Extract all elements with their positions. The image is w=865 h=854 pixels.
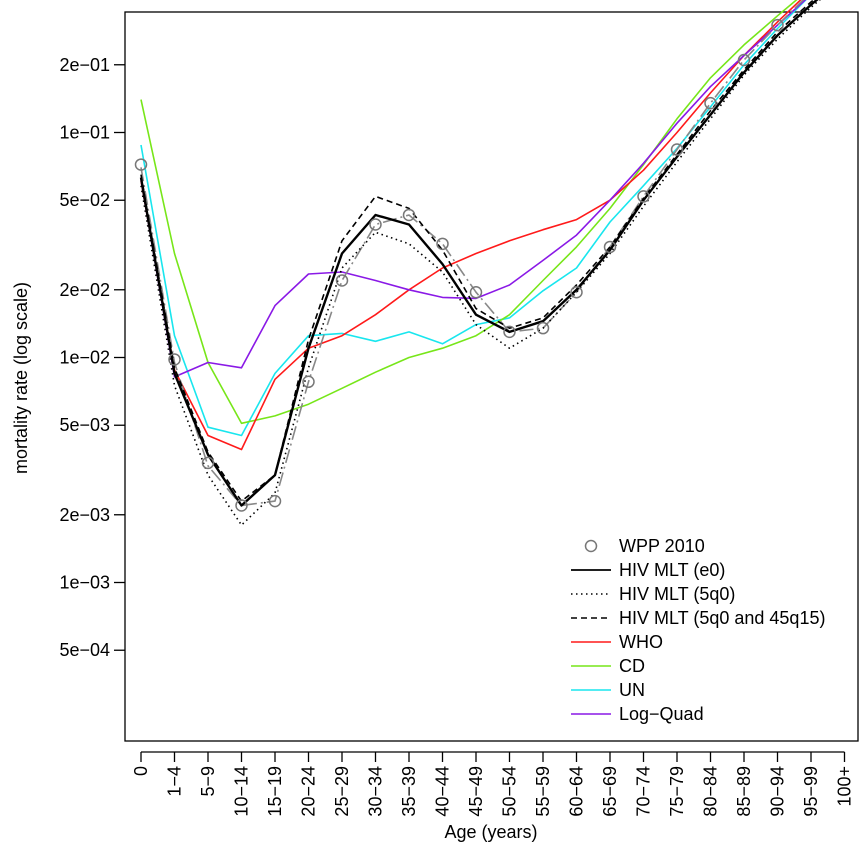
x-tick-label: 60−64 <box>567 766 587 817</box>
series-line-4 <box>140 0 815 502</box>
wpp-2010-point <box>302 375 315 389</box>
y-tick-label: 2e−03 <box>59 505 110 525</box>
wpp-2010-point <box>235 499 248 512</box>
y-tick-label: 5e−03 <box>59 415 110 435</box>
legend-label: CD <box>619 656 645 676</box>
x-tick-label: 50−54 <box>500 766 520 817</box>
x-axis: 0 1−4 5−9 10−14 15−19 20−24 25−29 30−34 35−39 40−… <box>131 751 855 817</box>
x-tick-label: 85−89 <box>734 766 754 817</box>
wpp-2010-point <box>704 96 717 110</box>
y-tick-label: 2e−01 <box>59 55 110 75</box>
wpp-2010-point <box>503 325 516 339</box>
x-tick-label: 100+ <box>835 766 855 807</box>
legend-label: WHO <box>619 632 663 652</box>
x-tick-label: 55−59 <box>533 766 553 817</box>
y-tick-label: 2e−02 <box>59 280 110 300</box>
x-tick-label: 25−29 <box>332 766 352 817</box>
series-line-5 <box>140 0 802 451</box>
wpp-2010-point <box>570 285 583 299</box>
series-line-2 <box>139 0 819 507</box>
legend-label: HIV MLT (5q0) <box>619 584 735 604</box>
x-axis-title: Age (years) <box>444 822 537 842</box>
y-tick-label: 1e−02 <box>59 348 110 368</box>
series-line-1 <box>140 0 805 507</box>
series-line-3 <box>140 0 821 526</box>
y-tick-label: 5e−04 <box>59 640 110 660</box>
x-tick-label: 0 <box>131 766 151 776</box>
x-tick-label: 75−79 <box>667 766 687 817</box>
wpp-2010-point <box>737 53 751 67</box>
wpp-2010-point <box>436 237 449 251</box>
x-tick-label: 40−44 <box>433 766 453 817</box>
wpp-2010-point <box>168 353 181 366</box>
wpp-2010-point <box>637 190 650 203</box>
x-tick-label: 80−84 <box>701 766 721 817</box>
legend-label: HIV MLT (5q0 and 45q15) <box>619 608 825 628</box>
wpp-2010-point <box>536 321 550 335</box>
y-tick-label: 1e−01 <box>59 123 110 143</box>
legend-label: WPP 2010 <box>619 536 705 556</box>
y-tick-label: 1e−03 <box>59 573 110 593</box>
series-layer <box>134 0 821 526</box>
x-tick-label: 1−4 <box>165 766 185 797</box>
wpp-2010-point <box>369 218 382 231</box>
x-tick-label: 15−19 <box>265 766 285 817</box>
x-tick-label: 45−49 <box>466 766 486 817</box>
legend-label: Log−Quad <box>619 704 704 724</box>
wpp-2010-point <box>771 18 784 32</box>
legend-label: UN <box>619 680 645 700</box>
x-tick-label: 20−24 <box>299 766 319 817</box>
legend-label: HIV MLT (e0) <box>619 560 725 580</box>
series-line-8 <box>140 0 807 378</box>
wpp-2010-point <box>469 285 483 299</box>
x-tick-label: 35−39 <box>399 766 419 817</box>
wpp-2010-point <box>335 274 349 287</box>
series-line-7 <box>140 0 807 437</box>
y-axis-title: mortality rate (log scale) <box>11 282 31 474</box>
x-tick-label: 90−94 <box>768 766 788 817</box>
wpp-2010-point <box>603 240 617 254</box>
x-tick-label: 5−9 <box>198 766 218 797</box>
x-tick-label: 30−34 <box>366 766 386 817</box>
y-tick-label: 5e−02 <box>59 190 110 210</box>
wpp-2010-point <box>670 143 684 156</box>
y-axis: 5e−012e−011e−015e−022e−021e−025e−032e−03… <box>59 55 125 660</box>
legend: WPP 2010 HIV MLT (e0) HIV MLT (5q0) HIV MLT… <box>571 536 825 724</box>
wpp-2010-point <box>134 158 148 171</box>
x-tick-label: 10−14 <box>232 766 252 817</box>
legend-symbol-wpp <box>584 539 598 553</box>
wpp-2010-point <box>268 494 282 508</box>
x-tick-label: 65−69 <box>600 766 620 817</box>
wpp-2010-point <box>201 456 215 470</box>
series-line-6 <box>140 0 798 425</box>
x-tick-label: 95−99 <box>801 766 821 817</box>
x-tick-label: 70−74 <box>634 766 654 817</box>
wpp-2010-point <box>402 208 416 222</box>
plot-frame <box>124 11 859 742</box>
